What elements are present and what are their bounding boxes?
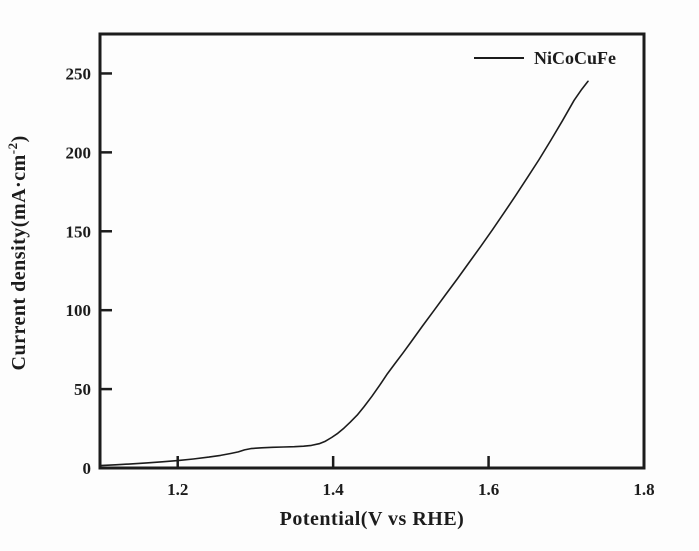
legend-label-nicocufe: NiCoCuFe (534, 47, 616, 68)
xtick-label-1.2: 1.2 (167, 480, 188, 499)
xtick-label-1.6: 1.6 (478, 480, 499, 499)
y-axis-label-superscript: -2 (5, 142, 21, 155)
ytick-label-100: 100 (66, 301, 92, 320)
axis-tick-marks (101, 72, 646, 470)
legend-line-sample (474, 57, 524, 59)
lsv-curve-nicocufe (99, 80, 589, 467)
plot-area-border (98, 32, 646, 470)
y-axis-label-close-paren: ) (7, 135, 30, 143)
ytick-label-200: 200 (66, 143, 92, 162)
y-axis-label: Current density(mA·cm-2) (5, 23, 31, 483)
xtick-label-1.8: 1.8 (633, 480, 654, 499)
ytick-label-50: 50 (74, 380, 91, 399)
ytick-label-150: 150 (66, 222, 92, 241)
y-axis-label-text: Current density(mA·cm (7, 154, 30, 371)
ytick-label-0: 0 (83, 459, 92, 478)
ytick-label-250: 250 (66, 64, 92, 83)
xtick-label-1.4: 1.4 (323, 480, 345, 499)
legend: NiCoCuFe (474, 46, 616, 70)
x-axis-label: Potential(V vs RHE) (279, 508, 465, 530)
